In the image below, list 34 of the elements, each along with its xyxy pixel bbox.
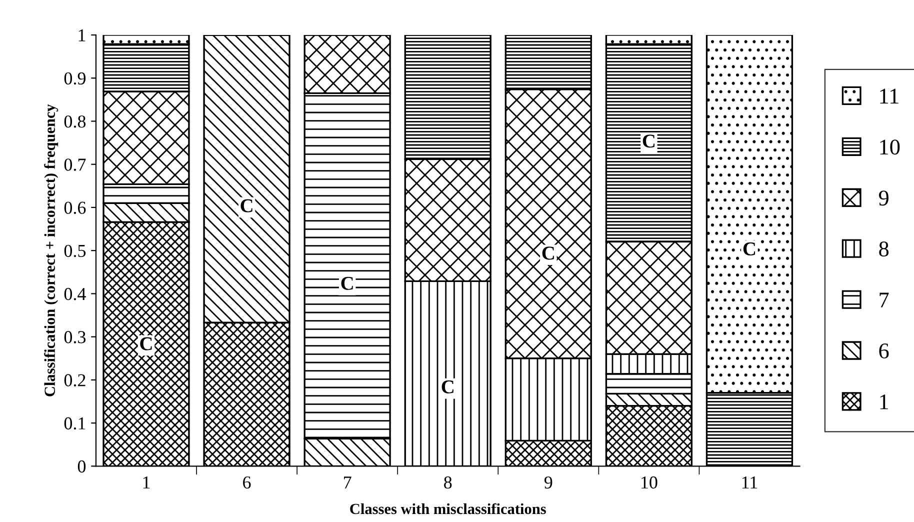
legend-label: 6 xyxy=(879,344,889,358)
legend-label: 7 xyxy=(880,292,889,308)
legend-label: 8 xyxy=(879,242,889,257)
y-tick-label: 0.5 xyxy=(64,244,86,258)
annotation: C xyxy=(542,246,554,260)
y-tick-label: 0.2 xyxy=(64,374,86,386)
x-tick-label: 7 xyxy=(344,476,352,488)
y-tick-label: 0 xyxy=(78,460,86,473)
x-tick-label: 8 xyxy=(444,476,452,489)
y-tick-label: 0.4 xyxy=(64,288,86,300)
y-tick-label: 0.9 xyxy=(64,72,86,85)
y-tick-label: 0.8 xyxy=(64,115,86,128)
legend-label: 9 xyxy=(878,190,888,206)
y-tick-label: 1 xyxy=(78,29,86,42)
y-axis-title: Classification (correct + incorrect) frequency xyxy=(44,104,58,396)
y-tick-label: 0.3 xyxy=(64,331,86,344)
y-tick-label: 0.7 xyxy=(64,158,86,171)
annotation: C xyxy=(642,134,654,148)
x-tick-label: 6 xyxy=(243,476,251,489)
legend-label: 10 xyxy=(880,140,900,155)
legend-label: 1 xyxy=(880,394,888,410)
annotation: C xyxy=(442,380,454,394)
y-tick-label: 0.6 xyxy=(64,202,86,214)
x-axis-title: Classes with misclassifications xyxy=(350,503,546,514)
x-tick-label: 10 xyxy=(642,476,658,489)
annotation: C xyxy=(341,276,353,290)
legend-label: 11 xyxy=(880,88,898,104)
x-tick-label: 11 xyxy=(742,476,758,488)
annotation: C xyxy=(743,242,756,256)
x-tick-label: 1 xyxy=(143,476,150,488)
annotation: C xyxy=(240,199,252,212)
x-tick-label: 9 xyxy=(544,476,552,489)
annotation: C xyxy=(140,337,152,350)
y-tick-label: 0.1 xyxy=(64,417,86,430)
